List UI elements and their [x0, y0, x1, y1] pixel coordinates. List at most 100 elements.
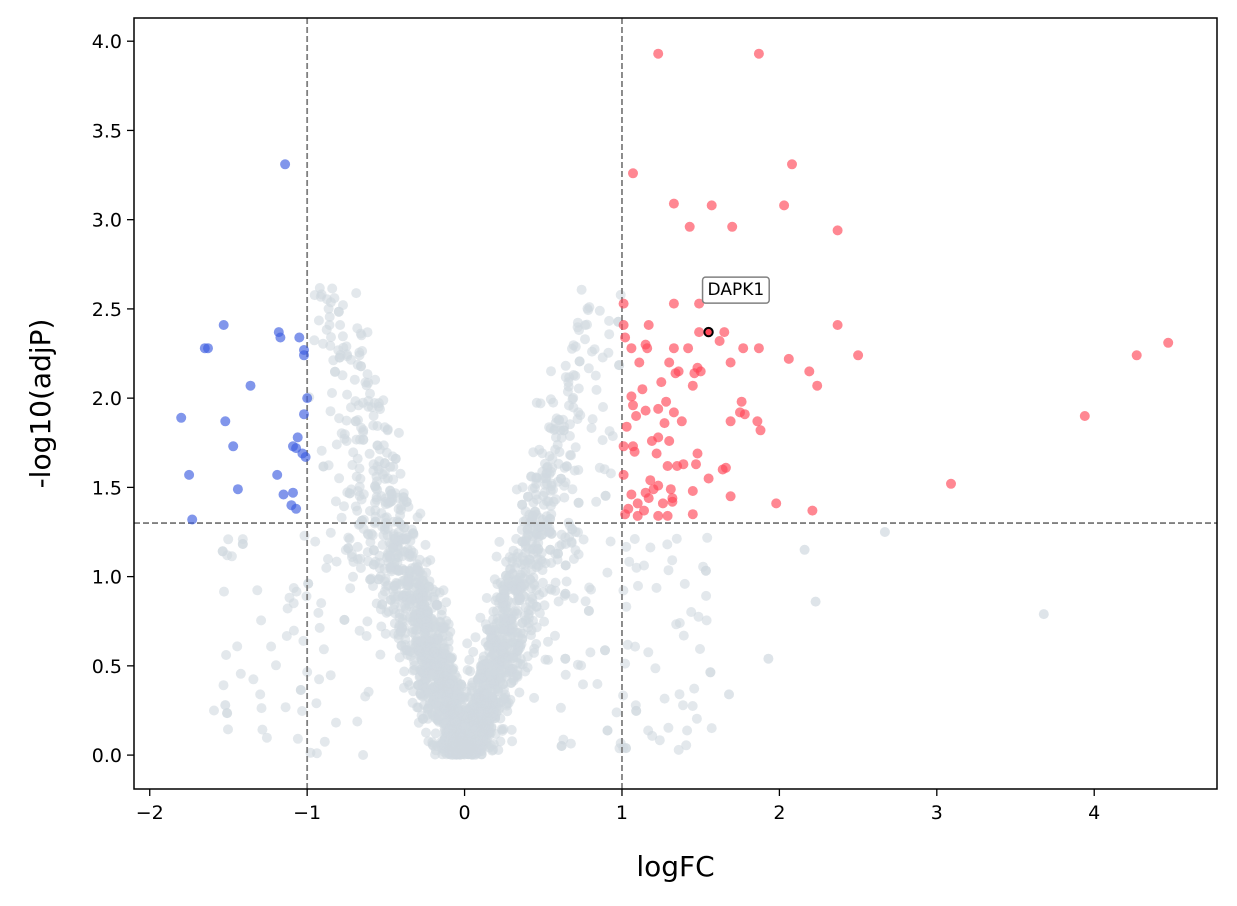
ns-point: [674, 689, 685, 700]
ns-point: [564, 431, 575, 441]
down-point: [278, 489, 289, 500]
ns-point: [1038, 609, 1049, 620]
ns-point: [687, 701, 698, 711]
up-point: [714, 336, 725, 346]
ns-point: [261, 732, 272, 743]
down-point: [228, 441, 239, 452]
ns-point: [604, 329, 615, 340]
ns-point: [368, 410, 379, 421]
ns-point: [388, 585, 399, 596]
up-point: [725, 357, 736, 368]
up-point: [727, 221, 738, 232]
ns-point: [539, 616, 550, 627]
ns-point: [356, 361, 366, 372]
ns-point: [702, 532, 713, 543]
ns-point: [560, 669, 571, 680]
ns-point: [403, 577, 414, 588]
ns-point: [356, 515, 367, 526]
ns-point: [376, 621, 387, 632]
up-point: [626, 343, 637, 354]
ns-point: [432, 660, 443, 671]
ns-point: [529, 692, 540, 703]
up-point: [832, 320, 843, 330]
ns-point: [663, 565, 674, 576]
ns-point: [318, 644, 329, 655]
ns-point: [442, 723, 453, 734]
ns-point: [350, 416, 361, 427]
up-point: [642, 343, 653, 354]
ns-point: [587, 414, 598, 425]
ns-point: [375, 404, 385, 415]
ns-point: [525, 574, 536, 585]
ns-point: [434, 710, 445, 721]
ns-point: [257, 724, 268, 735]
ns-point: [352, 716, 363, 727]
up-point: [738, 343, 749, 354]
down-point: [245, 380, 256, 391]
ns-point: [333, 306, 344, 317]
up-point: [618, 298, 629, 309]
ns-point: [422, 605, 433, 616]
ns-point: [311, 748, 322, 759]
ns-point: [335, 320, 346, 330]
ns-point: [546, 366, 556, 377]
y-tick-label: 4.0: [92, 31, 122, 53]
up-point: [643, 493, 654, 504]
ns-point: [570, 341, 581, 352]
ns-point: [560, 560, 571, 571]
ns-point: [362, 369, 373, 380]
up-point: [662, 510, 673, 521]
ns-point: [428, 695, 439, 705]
ns-point: [385, 486, 396, 496]
ns-point: [363, 529, 374, 540]
ns-point: [473, 673, 484, 684]
up-point: [664, 357, 675, 368]
ns-point: [399, 565, 410, 576]
down-point: [275, 332, 286, 343]
ns-point: [309, 335, 320, 346]
ns-point: [507, 736, 518, 747]
ns-point: [531, 622, 542, 633]
ns-point: [678, 630, 689, 641]
ns-point: [533, 544, 544, 555]
ns-point: [420, 539, 431, 550]
ns-point: [487, 692, 497, 702]
ns-point: [527, 510, 538, 521]
ns-point: [422, 642, 433, 652]
ns-point: [539, 600, 550, 611]
ns-point: [355, 328, 366, 339]
down-point: [203, 343, 213, 354]
x-tick-label: 1: [616, 802, 628, 824]
up-point: [665, 484, 676, 495]
ns-point: [370, 516, 381, 527]
up-point: [946, 478, 956, 489]
ns-point: [569, 465, 580, 476]
y-tick-label: 0.5: [92, 656, 122, 678]
ns-point: [496, 724, 507, 735]
up-point: [629, 446, 640, 457]
ns-point: [552, 439, 563, 450]
ns-point: [511, 584, 522, 595]
up-point: [634, 357, 645, 368]
down-point: [184, 469, 195, 480]
ns-point: [321, 562, 332, 573]
ns-point: [560, 360, 571, 371]
ns-point: [288, 583, 299, 593]
ns-point: [219, 586, 229, 597]
ns-point: [514, 687, 525, 698]
up-point: [626, 489, 637, 500]
ns-point: [567, 394, 578, 405]
up-point: [706, 200, 717, 211]
ns-point: [396, 601, 407, 612]
ns-point: [411, 577, 422, 588]
up-point: [725, 491, 736, 502]
ns-point: [331, 556, 342, 567]
ns-point: [363, 686, 374, 697]
threshold-lines: [134, 18, 1217, 789]
down-point: [292, 432, 303, 443]
y-tick-label: 0.0: [92, 745, 122, 767]
ns-point: [433, 674, 444, 685]
ns-point: [602, 567, 613, 578]
ns-point: [408, 547, 419, 558]
ns-point: [345, 583, 356, 594]
